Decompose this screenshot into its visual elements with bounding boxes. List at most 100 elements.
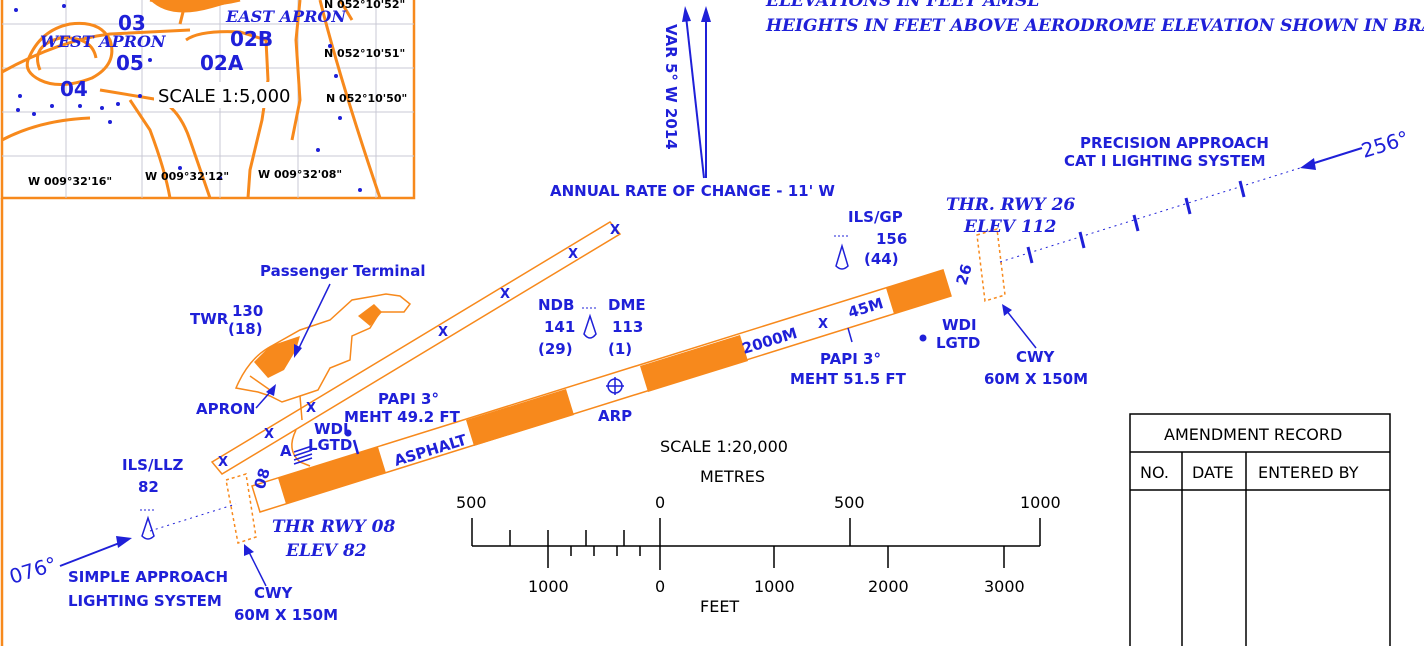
inset-lat-1: N 052°10'52" [324,0,405,11]
twy-light: X [500,287,510,302]
ils-llz-elev: 82 [138,478,159,496]
scale-m-tick: 500 [456,493,487,512]
approach-centreline-east [999,167,1301,263]
ils-gp-label: ILS/GP [848,208,903,226]
papi-west-bar [352,439,360,455]
cwy-east [976,228,1006,302]
dme-elev: 113 [612,318,643,336]
wdi-west-icon [344,429,352,437]
approach-arrowhead-east [1300,158,1316,170]
taxiway-a-label: A [280,442,292,460]
papi-west-meht: MEHT 49.2 FT [344,408,461,426]
cwy-east-label: CWY [1016,348,1056,366]
header-line-1: ELEVATIONS IN FEET AMSL [765,0,1039,11]
twy-light: X [306,401,316,416]
terminal-building [358,304,382,326]
approach-arrowhead-west [116,536,132,548]
inset-stand-04: 04 [60,77,88,101]
arp-symbol [606,377,624,395]
dme-height: (1) [608,340,632,358]
inset-scale: SCALE 1:5,000 [158,86,290,107]
twr-height: (18) [228,320,263,338]
approach-arrow-east [1307,147,1363,166]
twy-light: X [218,455,228,470]
papi-east-bar [847,327,853,343]
ndb-label: NDB [538,296,574,314]
amendment-col-no: NO. [1140,463,1169,482]
wdi-east-icon [919,334,927,342]
inset-lat-3: N 052°10'50" [326,92,407,105]
scale-feet-label: FEET [700,597,739,616]
thr-26-elev: ELEV 112 [963,217,1057,237]
thr-08-elev: ELEV 82 [285,541,367,561]
scale-m-tick: 500 [834,493,865,512]
inset-lights [14,4,362,192]
twr-label: TWR [190,310,229,328]
apron-label: APRON [196,400,255,418]
amendment-record: AMENDMENT RECORD NO. DATE ENTERED BY [1129,413,1391,646]
amendment-col-entered: ENTERED BY [1258,463,1359,482]
wdi-east-2: LGTD [936,334,980,352]
ndb-elev: 141 [544,318,575,336]
thr-26-name: THR. RWY 26 [946,195,1075,215]
apron-arrowhead [266,384,276,396]
rwy-26-designator: 26 [953,262,976,287]
scale-bar: SCALE 1:20,000 METRES 500 0 500 1000 100… [456,437,1061,616]
parallel-taxiway [210,221,622,475]
arp-label: ARP [598,407,632,425]
scale-m-tick: 1000 [1020,493,1061,512]
inset-lon-2: W 009°32'12" [145,170,229,183]
taxiway-lights: X X X X X X X [218,223,620,470]
apron-building [254,336,300,378]
papi-west-label: PAPI 3° [378,390,439,408]
ils-gp-elev: 156 [876,230,907,248]
inset-building [150,0,240,13]
cwy-east-arrowhead [1002,304,1012,316]
twy-light: X [610,223,620,238]
ndb-height: (29) [538,340,573,358]
taxiway-a-holding-icon [293,445,313,465]
cwy-west [225,473,257,544]
wdi-west-2: LGTD [308,436,352,454]
scale-ft-tick: 1000 [528,577,569,596]
inset-stand-03: 03 [118,11,146,35]
precision-label-1: PRECISION APPROACH [1080,134,1269,152]
scale-ft-tick: 3000 [984,577,1025,596]
papi-east-meht: MEHT 51.5 FT [790,370,907,388]
precision-label-2: CAT I LIGHTING SYSTEM [1064,152,1266,170]
ils-llz-label: ILS/LLZ [122,456,184,474]
cwy-east-leader [1005,309,1037,349]
wdi-west-1: WDI [314,420,349,438]
inset-stand-02a: 02A [200,51,244,75]
header-line-2: HEIGHTS IN FEET ABOVE AERODROME ELEVATIO… [765,16,1424,36]
approach-bars-east [1026,180,1246,264]
scale-ft-tick: 2000 [868,577,909,596]
terminal-label: Passenger Terminal [260,262,425,280]
thr-08-name: THR RWY 08 [272,517,395,537]
ils-gp-symbol [834,235,850,270]
bearing-256: 256° [1358,126,1411,163]
magvar-label: VAR 5° W 2014 [662,24,680,150]
terminal-leader [297,283,331,351]
inset-scale-bg [154,82,294,108]
scale-ft-tick: 0 [655,577,665,596]
inset-map: EAST APRON WEST APRON 03 02B 05 02A 04 S… [0,0,416,200]
inset-stand-05: 05 [116,51,144,75]
inset-stand-02b: 02B [230,27,273,51]
amendment-col-date: DATE [1192,463,1234,482]
dme-label: DME [608,296,646,314]
scale-title: SCALE 1:20,000 [660,437,788,456]
rwy-08-designator: 08 [251,466,274,491]
cwy-west-leader [247,549,267,587]
wdi-east-1: WDI [942,316,977,334]
approach-arrow-west [59,541,123,567]
ndb-dme-symbol [582,307,598,339]
inset-west-apron: WEST APRON [40,32,167,51]
cwy-west-dims: 60M X 150M [234,606,338,624]
inset-frame [0,0,416,200]
ils-llz-symbol [140,509,156,540]
amendment-title: AMENDMENT RECORD [1164,425,1342,444]
terminal-arrowhead [294,344,302,358]
inset-lon-3: W 009°32'08" [258,168,342,181]
